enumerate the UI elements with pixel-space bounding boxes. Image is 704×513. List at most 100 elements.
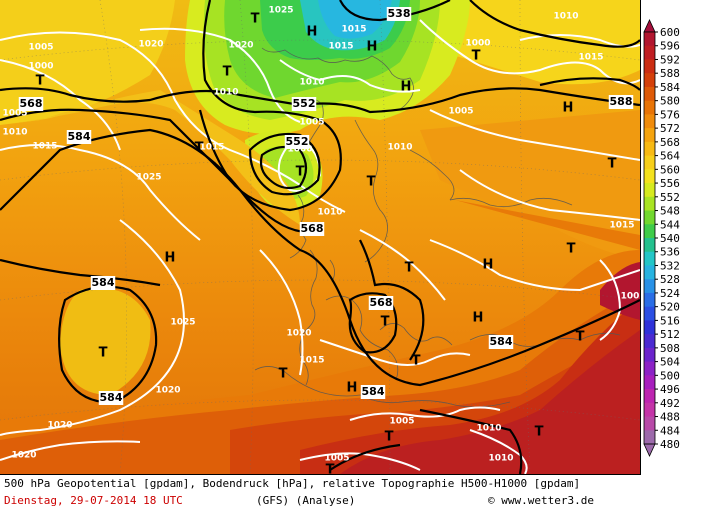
legend-color-swatch	[644, 183, 655, 198]
pressure-label: 1015	[328, 42, 353, 52]
legend-label: 592	[660, 53, 680, 66]
pressure-label: 1005	[28, 43, 53, 53]
thickness-legend: 600 596 592 588 584 580 576 572 568 564 560 556 552 5…	[641, 0, 704, 474]
geopotential-label: 584	[100, 391, 123, 404]
legend-label: 548	[660, 205, 680, 218]
pressure-label: 1020	[47, 421, 72, 431]
geopotential-label: 568	[370, 296, 393, 309]
legend-label: 488	[660, 411, 680, 424]
pressure-label: 1015	[299, 356, 324, 366]
legend-label: 580	[660, 95, 680, 108]
pressure-label: 1010	[299, 78, 324, 88]
pressure-label: 1000	[287, 145, 312, 155]
legend-label: 544	[660, 218, 680, 231]
legend-color-swatch	[644, 389, 655, 404]
legend-label: 524	[660, 287, 680, 300]
credit-link[interactable]: © www.wetter3.de	[488, 494, 594, 507]
pressure-label: 1005	[324, 454, 349, 464]
legend-label: 556	[660, 177, 680, 190]
pressure-label: 1005	[448, 107, 473, 117]
legend-label: 552	[660, 191, 680, 204]
legend-label: 536	[660, 246, 680, 259]
pressure-label: 1005	[389, 417, 414, 427]
geopotential-label: 552	[286, 135, 309, 148]
legend-color-swatch	[644, 73, 655, 88]
low-pressure-marker: T	[381, 315, 390, 330]
coastlines	[254, 47, 621, 408]
low-pressure-marker: T	[296, 165, 305, 180]
pressure-label: 1010	[387, 143, 412, 153]
geopotential-label: 584	[92, 276, 115, 289]
legend-label: 516	[660, 314, 680, 327]
high-pressure-marker: H	[165, 251, 176, 266]
high-pressure-marker: H	[401, 80, 412, 95]
geopotential-label-bg	[299, 222, 325, 236]
low-pressure-marker: T	[608, 157, 617, 172]
legend-label: 568	[660, 136, 680, 149]
geopotential-label: 584	[68, 130, 91, 143]
pressure-label: 1015	[609, 221, 634, 231]
legend-color-swatch	[644, 141, 655, 157]
legend-color-swatch	[644, 416, 655, 431]
legend-label: 600	[660, 26, 680, 39]
low-pressure-marker: T	[472, 49, 481, 64]
low-pressure-marker: T	[576, 330, 585, 345]
legend-label: 532	[660, 259, 680, 272]
pressure-label: 1000	[28, 62, 53, 72]
pressure-label: 1020	[228, 41, 253, 51]
legend-label: 520	[660, 301, 680, 314]
legend-color-swatch	[644, 375, 655, 390]
geopotential-label-bg	[66, 130, 92, 144]
legend-label: 512	[660, 328, 680, 341]
geopotential-label: 588	[610, 95, 633, 108]
geopotential-label: 552	[293, 97, 316, 110]
low-pressure-marker: T	[279, 367, 288, 382]
pressure-label: 1020	[286, 329, 311, 339]
legend-color-swatch	[644, 59, 655, 74]
legend-color-swatch	[644, 45, 655, 60]
pressure-label: 1015	[341, 25, 366, 35]
legend-color-swatch	[644, 128, 655, 143]
legend-color-swatch	[644, 402, 655, 418]
legend-color-swatch	[644, 430, 655, 445]
low-pressure-marker: T	[405, 261, 414, 276]
low-pressure-marker: T	[36, 74, 45, 89]
low-pressure-marker: T	[535, 425, 544, 440]
legend-color-swatch	[644, 238, 655, 253]
pressure-label: 1015	[32, 142, 57, 152]
legend-color-swatch	[644, 279, 655, 294]
map-meta: Dienstag, 29-07-2014 18 UTC (GFS) (Analy…	[4, 494, 594, 507]
pressure-label: 1020	[11, 451, 36, 461]
legend-label: 540	[660, 232, 680, 245]
legend-label: 560	[660, 163, 680, 176]
high-pressure-marker: H	[347, 381, 358, 396]
legend-label: 576	[660, 108, 680, 121]
geopotential-label: 568	[301, 222, 324, 235]
pressure-label: 1015	[199, 143, 224, 153]
legend-label: 480	[660, 438, 680, 451]
low-pressure-marker: T	[326, 463, 335, 475]
legend-label: 528	[660, 273, 680, 286]
model-label: (GFS) (Analyse)	[256, 494, 356, 507]
legend-color-swatch	[644, 169, 655, 184]
high-pressure-marker: H	[563, 101, 574, 116]
low-pressure-marker: T	[385, 430, 394, 445]
legend-label: 492	[660, 397, 680, 410]
legend-arrow-down	[643, 443, 656, 457]
legend-label: 588	[660, 67, 680, 80]
pressure-label: 1010	[476, 424, 501, 434]
pressure-label: 1010	[213, 88, 238, 98]
pressure-label: 1005	[2, 109, 27, 119]
high-pressure-marker: H	[307, 25, 318, 40]
legend-color-swatch	[644, 224, 655, 239]
geopotential-label-bg	[90, 276, 116, 290]
legend-color-swatch	[644, 361, 655, 376]
legend-label: 500	[660, 369, 680, 382]
pressure-label: 1025	[136, 173, 161, 183]
map-footer: 500 hPa Geopotential [gpdam], Bodendruck…	[0, 474, 704, 513]
geopotential-label-bg	[284, 135, 310, 149]
geopotential-label-bg	[386, 7, 412, 21]
legend-color-swatch	[644, 155, 655, 170]
legend-label: 504	[660, 356, 680, 369]
legend-label: 572	[660, 122, 680, 135]
